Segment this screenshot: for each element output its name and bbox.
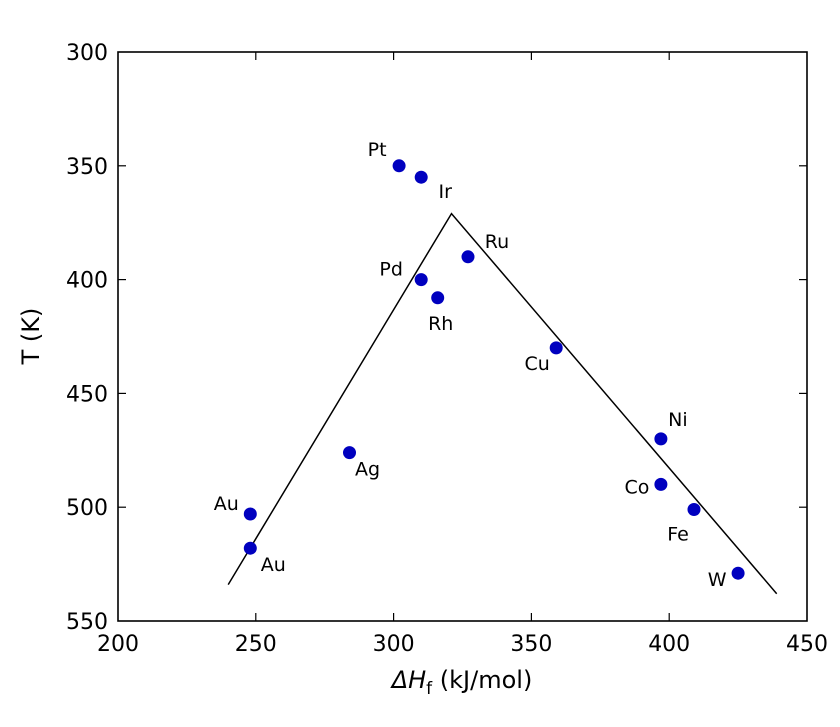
point-label-ru-2: Ru: [485, 231, 509, 253]
x-tick-label-350: 350: [510, 632, 552, 657]
point-label-pt-0: Pt: [368, 139, 387, 161]
y-tick-label-450: 450: [66, 382, 108, 407]
plot-area-frame: [117, 51, 808, 622]
y-tick-label-400: 400: [66, 269, 108, 294]
x-tick-label-200: 200: [97, 632, 139, 657]
x-axis-title-suffix: (kJ/mol): [432, 666, 532, 694]
point-label-w-12: W: [708, 569, 727, 591]
point-label-pd-3: Pd: [379, 259, 403, 281]
data-point-w-12: [731, 566, 745, 580]
point-label-ir-1: Ir: [438, 181, 452, 203]
data-point-cu-5: [549, 341, 563, 355]
y-tick-label-300: 300: [66, 41, 108, 66]
point-labels: Pt Ir Ru Pd Rh Cu Ni Ag Co Fe Au Au W: [214, 139, 727, 591]
y-axis-ticks: 300 350 400 450 500 550: [66, 41, 807, 635]
x-axis-title: ΔHf (kJ/mol): [390, 666, 533, 699]
data-point-co-8: [654, 477, 668, 491]
data-point-ir-1: [414, 170, 428, 184]
data-point-rh-4: [431, 291, 445, 305]
y-tick-label-550: 550: [66, 610, 108, 635]
data-point-pt-0: [392, 159, 406, 173]
trend-lines: [227, 212, 778, 595]
point-label-au-10: Au: [214, 493, 239, 515]
y-tick-label-500: 500: [66, 496, 108, 521]
x-axis-ticks: 200 250 300 350 400 450: [97, 52, 828, 657]
y-tick-label-350: 350: [66, 155, 108, 180]
point-label-ag-7: Ag: [355, 459, 380, 481]
point-label-ni-6: Ni: [668, 409, 688, 431]
point-label-rh-4: Rh: [428, 313, 453, 335]
point-label-co-8: Co: [624, 476, 649, 498]
data-point-ru-2: [461, 250, 475, 264]
data-point-au-11: [243, 541, 257, 555]
data-point-ag-7: [343, 446, 356, 460]
data-point-fe-9: [687, 503, 701, 516]
trend-line-0: [227, 212, 778, 595]
point-label-cu-5: Cu: [525, 353, 550, 375]
y-axis-title: T (K): [17, 308, 45, 366]
x-tick-label-250: 250: [235, 632, 277, 657]
data-point-ni-6: [654, 432, 668, 446]
x-tick-label-300: 300: [373, 632, 415, 657]
point-label-fe-9: Fe: [667, 524, 689, 546]
point-label-au-11: Au: [261, 554, 286, 576]
data-point-au-10: [243, 507, 257, 521]
x-axis-title-prefix: ΔH: [390, 666, 426, 694]
data-points: [243, 159, 745, 580]
x-tick-label-400: 400: [648, 632, 690, 657]
x-axis-title-subscript: f: [426, 679, 433, 699]
x-tick-label-450: 450: [786, 632, 828, 657]
data-point-pd-3: [414, 273, 428, 287]
